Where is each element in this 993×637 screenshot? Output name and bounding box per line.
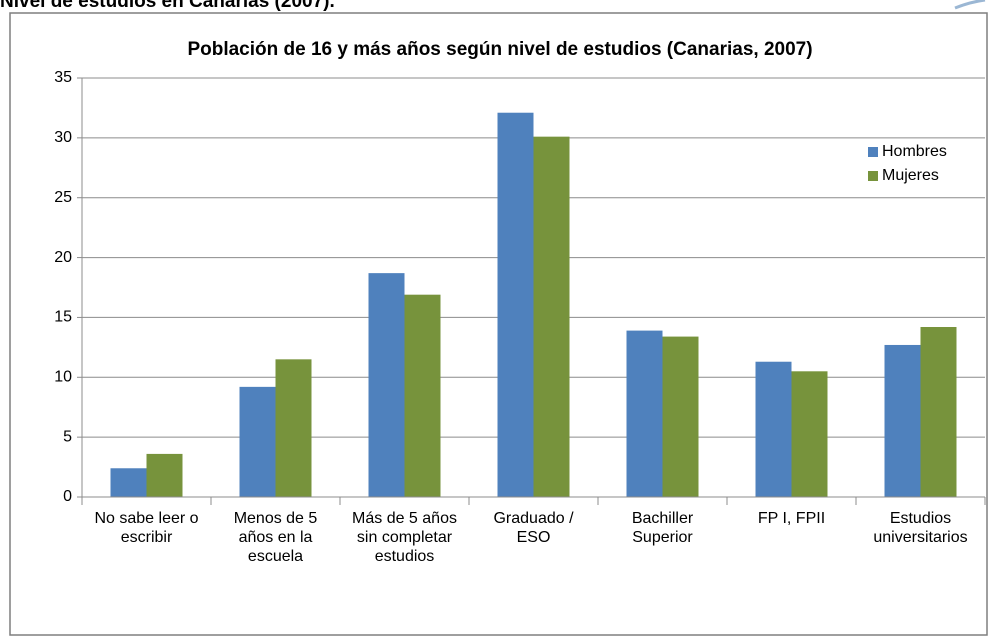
y-tick-label: 5 <box>63 428 72 445</box>
x-tick-label: Estudios universitarios <box>873 510 968 546</box>
y-tick-label: 10 <box>54 369 72 386</box>
page-header: Nivel de estudios en Canarias (2007). <box>0 0 335 12</box>
bar <box>239 386 276 497</box>
bar <box>920 327 957 497</box>
legend-swatch <box>868 147 878 157</box>
chart-title: Población de 16 y más años según nivel d… <box>187 39 812 60</box>
y-tick-label: 15 <box>54 309 72 326</box>
x-tick-label: Más de 5 años sin completar estudios <box>352 510 457 565</box>
y-tick-label: 35 <box>54 69 72 86</box>
x-tick-label: Menos de 5 años en la escuela <box>233 510 318 565</box>
y-tick-label: 20 <box>54 249 72 266</box>
bar <box>884 344 921 497</box>
y-tick-label: 30 <box>54 129 72 146</box>
legend-label: Hombres <box>882 143 947 160</box>
bar <box>662 336 699 497</box>
bar <box>497 112 534 498</box>
bar <box>275 359 312 497</box>
bar <box>755 361 792 497</box>
x-tick-label: Graduado / ESO <box>493 510 574 546</box>
legend-swatch <box>868 171 878 181</box>
y-tick-label: 25 <box>54 189 72 206</box>
legend-label: Mujeres <box>882 167 939 184</box>
bar <box>146 453 183 497</box>
bar <box>533 136 570 497</box>
bar <box>626 330 663 497</box>
bar <box>404 294 441 497</box>
x-tick-label: No sabe leer o escribir <box>94 510 199 546</box>
y-tick-label: 0 <box>63 488 72 505</box>
bar <box>791 371 828 497</box>
bar <box>368 273 405 497</box>
decoration <box>954 0 986 10</box>
bar <box>110 468 147 497</box>
x-tick-label: Bachiller Superior <box>631 510 694 546</box>
x-tick-label: FP I, FPII <box>757 510 826 527</box>
